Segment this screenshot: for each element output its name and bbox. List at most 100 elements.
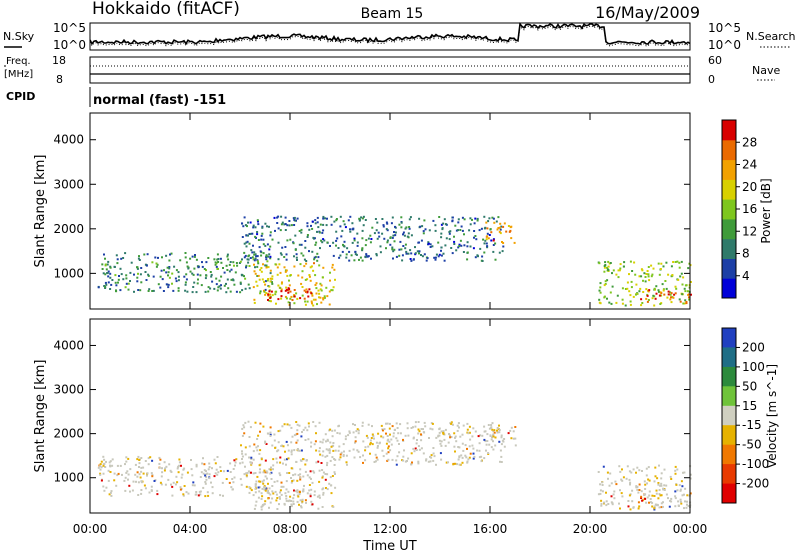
power-echo-cell	[254, 266, 256, 269]
velocity-echo-cell	[371, 433, 374, 436]
power-echo-cell	[466, 241, 469, 244]
power-echo-cell	[673, 293, 676, 296]
power-echo-cell	[288, 220, 291, 222]
velocity-echo-cell	[653, 507, 656, 510]
power-echo-cell	[395, 255, 398, 258]
power-echo-cell	[260, 270, 263, 273]
power-echo-cell	[303, 258, 306, 261]
power-echo-cell	[513, 241, 516, 244]
power-echo-cell	[217, 286, 220, 289]
power-echo-cell	[269, 255, 272, 258]
power-echo-cell	[607, 265, 610, 268]
velocity-echo-cell	[207, 468, 210, 471]
power-echo-cell	[358, 219, 361, 222]
velocity-echo-cell	[395, 459, 398, 462]
velocity-echo-cell	[385, 422, 387, 425]
velocity-echo-cell	[510, 426, 513, 429]
velocity-echo-cell	[629, 493, 632, 496]
power-echo-cell	[165, 254, 168, 257]
velocity-echo-cell	[317, 507, 320, 510]
power-echo-cell	[328, 303, 331, 306]
power-echo-cell	[306, 300, 309, 303]
velocity-echo-cell	[291, 435, 294, 438]
velocity-echo-cell	[496, 427, 499, 429]
power-echo-cell	[346, 247, 349, 250]
velocity-echo-cell	[149, 456, 152, 459]
power-echo-cell	[292, 217, 295, 220]
power-echo-cell	[666, 296, 669, 299]
velocity-echo-cell	[279, 474, 282, 477]
power-echo-cell	[369, 241, 372, 244]
velocity-echo-cell	[244, 421, 247, 424]
velocity-echo-cell	[514, 426, 517, 428]
power-echo-cell	[303, 289, 306, 292]
velocity-echo-cell	[250, 463, 253, 466]
velocity-echo-cell	[271, 490, 274, 493]
velocity-echo-cell	[602, 465, 605, 468]
power-echo-cell	[257, 239, 260, 241]
power-echo-cell	[619, 263, 622, 266]
velocity-echo-cell	[679, 498, 682, 501]
power-echo-cell	[283, 223, 286, 226]
power-echo-cell	[257, 262, 260, 265]
power-echo-cell	[230, 268, 233, 271]
velocity-echo-cell	[316, 495, 319, 498]
velocity-echo-cell	[607, 477, 609, 480]
power-echo-cell	[651, 297, 654, 300]
freq-ytick-top: 18	[52, 54, 66, 67]
power-echo-cell	[647, 290, 650, 293]
power-echo-cell	[653, 287, 656, 290]
power-echo-cell	[104, 273, 107, 276]
velocity-echo-cell	[385, 452, 388, 455]
power-echo-cell	[604, 283, 607, 285]
velocity-echo-cell	[125, 471, 128, 474]
power-echo-cell	[335, 219, 338, 222]
power-echo-cell	[635, 283, 638, 286]
velocity-echo-cell	[611, 503, 614, 506]
power-echo-cell	[247, 258, 250, 261]
velocity-echo-cell	[399, 423, 402, 426]
velocity-echo-cell	[230, 486, 233, 489]
power-echo-cell	[399, 240, 402, 243]
velocity-echo-cell	[104, 466, 107, 468]
velocity-echo-cell	[429, 460, 432, 463]
velocity-echo-cell	[325, 448, 328, 451]
power-echo-cell	[249, 221, 252, 224]
power-cbar-segment	[722, 199, 736, 220]
power-echo-cell	[169, 253, 171, 256]
velocity-echo-cell	[622, 476, 625, 479]
power-echo-cell	[247, 283, 250, 286]
power-echo-cell	[318, 292, 321, 295]
velocity-echo-cell	[451, 423, 454, 426]
velocity-echo-cell	[208, 462, 211, 465]
velocity-echo-cell	[298, 493, 301, 496]
power-echo-cell	[648, 279, 651, 282]
velocity-echo-cell	[386, 422, 389, 425]
nsky-rtick-bottom: 10^0	[708, 38, 741, 52]
velocity-echo-cell	[128, 484, 131, 487]
velocity-echo-cell	[304, 426, 307, 429]
velocity-echo-cell	[653, 495, 656, 497]
velocity-echo-cell	[367, 423, 370, 426]
power-echo-cell	[331, 289, 334, 292]
velocity-echo-cell	[174, 483, 177, 486]
power-echo-cell	[247, 234, 249, 237]
velocity-ytick-label: 1000	[53, 471, 84, 485]
power-echo-cell	[314, 284, 317, 286]
power-echo-cell	[117, 281, 119, 284]
velocity-echo-cell	[507, 432, 510, 435]
power-echo-cell	[175, 280, 178, 283]
velocity-echo-cell	[304, 470, 307, 473]
velocity-echo-cell	[479, 434, 482, 437]
velocity-echo-cell	[491, 428, 494, 431]
power-echo-cell	[276, 222, 279, 224]
power-echo-cell	[213, 287, 216, 290]
power-echo-cell	[332, 241, 335, 244]
power-echo-cell	[599, 286, 602, 289]
velocity-echo-cell	[655, 492, 658, 495]
power-echo-cell	[321, 276, 324, 279]
velocity-echo-cell	[252, 458, 255, 461]
velocity-echo-cell	[311, 503, 314, 506]
power-echo-cell	[490, 231, 493, 234]
power-echo-cell	[215, 283, 218, 286]
